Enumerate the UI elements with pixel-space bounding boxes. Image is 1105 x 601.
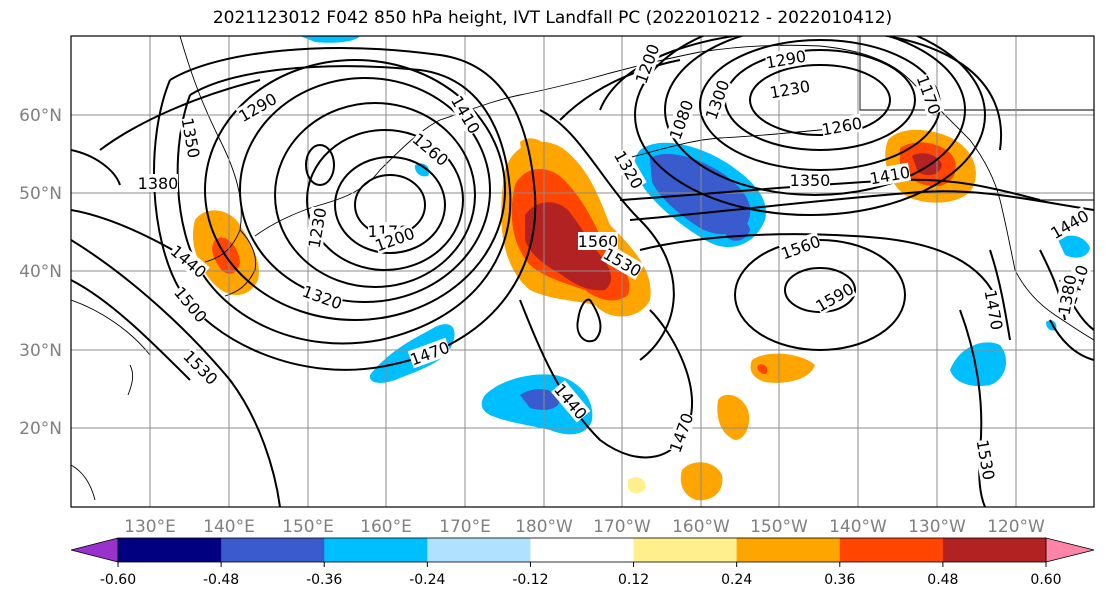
colorbar-tick-label: 0.48 [927,572,958,588]
lon-label: 120°W [987,517,1045,537]
contour-label: 1350 [790,171,831,190]
lon-label: 160°W [672,517,730,537]
svg-text:1350: 1350 [790,171,831,190]
colorbar-tick-label: 0.12 [618,572,649,588]
contour-label: 1470 [981,288,1007,331]
contour-label: 1380 [138,174,179,193]
svg-text:1560: 1560 [578,232,619,251]
colorbar-cell [942,538,1047,562]
lon-label: 140°E [203,517,255,537]
contour-label: 1530 [973,438,999,481]
lon-label: 130°E [124,517,176,537]
lon-label: 140°W [829,517,887,537]
lon-label: 130°W [908,517,966,537]
colorbar-cell [633,538,738,562]
lat-label: 20°N [19,419,62,439]
colorbar-tick-label: 0.24 [721,572,752,588]
lon-label: 150°E [282,517,334,537]
colorbar-extend-high [1045,537,1095,563]
lon-label: 170°W [593,517,651,537]
svg-text:1380: 1380 [138,174,179,193]
lat-label: 30°N [19,341,62,361]
map-border [70,35,1095,508]
colorbar-tick-label: -0.60 [100,572,136,588]
colorbar-cell [324,538,428,562]
colorbar-tick-label: 0.60 [1030,572,1061,588]
lon-label: 180°W [515,517,573,537]
lon-label: 150°W [750,517,808,537]
colorbar-cell [118,538,222,562]
colorbar-tick-label: 0.36 [824,572,855,588]
lat-label: 40°N [19,262,62,282]
colorbar-tick-label: -0.12 [512,572,548,588]
graticule [71,36,1094,507]
colorbar-ticks: -0.60 -0.48 -0.36 -0.24 -0.12 0.12 0.24 0.36 0.4… [100,562,1062,588]
lat-label: 60°N [19,106,62,126]
colorbar-tick-label: -0.48 [203,572,239,588]
lon-label: 160°E [360,517,412,537]
colorbar [70,537,1095,563]
contour-label: 1560 [578,232,619,251]
colorbar-cell [736,538,841,562]
lat-label: 50°N [19,184,62,204]
colorbar-tick-label: -0.24 [409,572,445,588]
latitude-labels: 60°N 50°N 40°N 30°N 20°N [19,106,62,439]
colorbar-tick-label: -0.36 [306,572,342,588]
colorbar-cell [839,538,944,562]
longitude-labels: 130°E 140°E 150°E 160°E 170°E 180°W 170°W 160°W… [124,517,1045,537]
colorbar-extend-low [70,537,119,563]
lon-label: 170°E [439,517,491,537]
ivt-shading [192,36,1090,501]
colorbar-cell [427,538,531,562]
colorbar-cell [221,538,325,562]
colorbar-cell [530,538,635,562]
map-title: 2021123012 F042 850 hPa height, IVT Land… [212,8,893,28]
